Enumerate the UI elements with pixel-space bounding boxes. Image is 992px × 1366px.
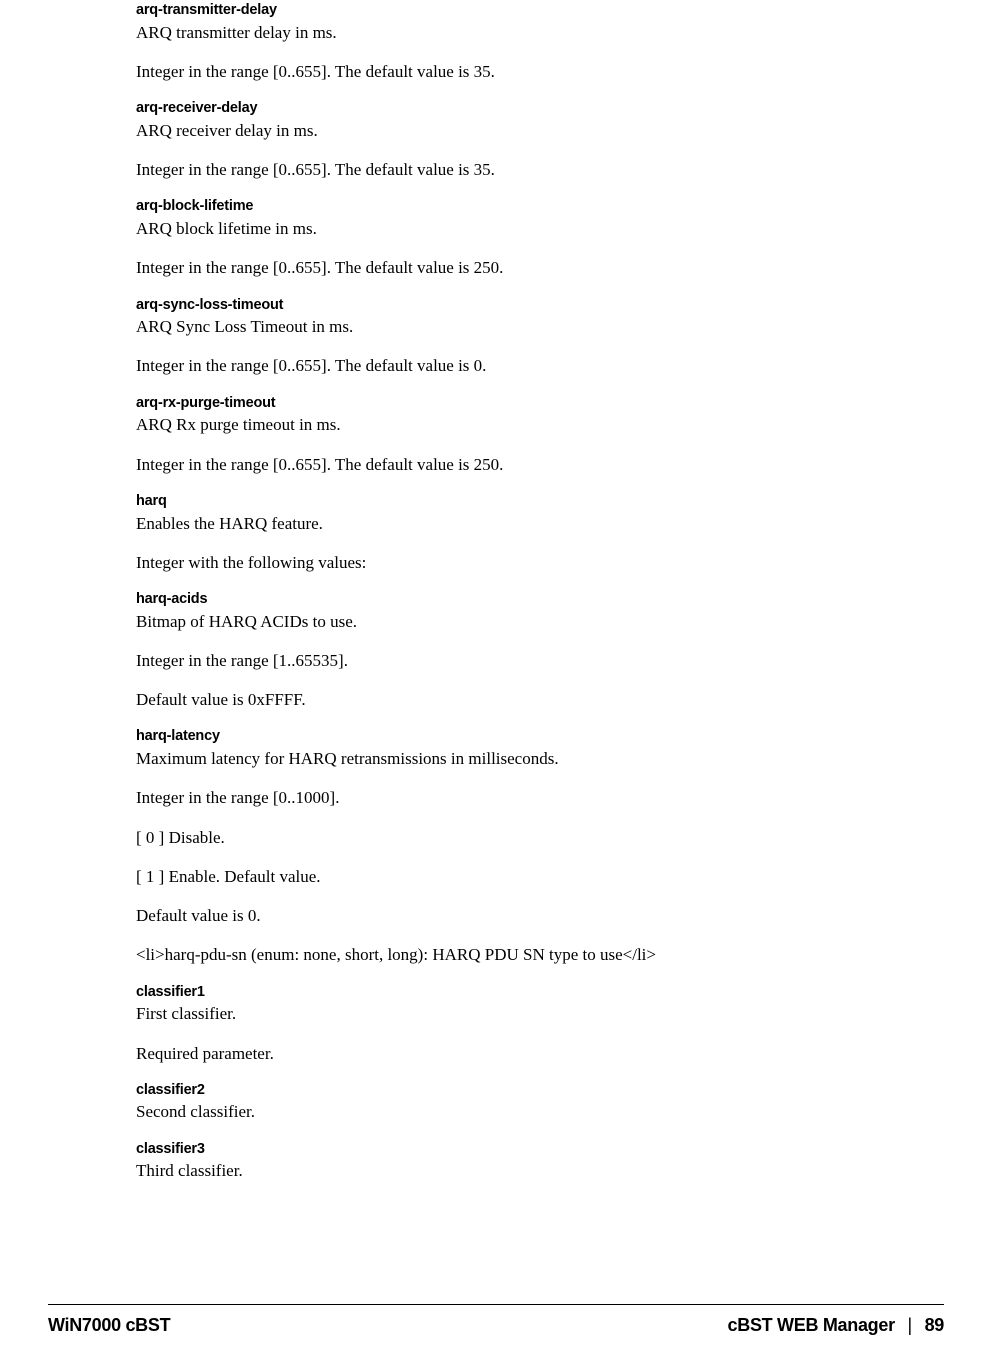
definition-description: Enables the HARQ feature. <box>136 513 892 534</box>
definition-description: ARQ receiver delay in ms. <box>136 120 892 141</box>
page-footer: WiN7000 cBST cBST WEB Manager | 89 <box>0 1304 992 1336</box>
definition-term: harq-acids <box>136 591 892 608</box>
footer-separator: | <box>907 1315 911 1335</box>
definition-term: classifier2 <box>136 1082 892 1099</box>
definition-term: classifier3 <box>136 1141 892 1158</box>
definition-description: Integer in the range [0..655]. The defau… <box>136 159 892 180</box>
definition-term: arq-block-lifetime <box>136 198 892 215</box>
definition-description: First classifier. <box>136 1003 892 1024</box>
definition-term: classifier1 <box>136 984 892 1001</box>
footer-product: WiN7000 cBST <box>48 1315 170 1336</box>
definition-description: Integer in the range [0..655]. The defau… <box>136 355 892 376</box>
footer-rule <box>48 1304 944 1305</box>
definition-description: Integer in the range [0..1000]. <box>136 787 892 808</box>
definition-description: ARQ Sync Loss Timeout in ms. <box>136 316 892 337</box>
definition-description: <li>harq-pdu-sn (enum: none, short, long… <box>136 944 892 965</box>
definition-description: Integer in the range [0..655]. The defau… <box>136 61 892 82</box>
definition-description: Maximum latency for HARQ retransmissions… <box>136 748 892 769</box>
footer-title: cBST WEB Manager <box>728 1315 895 1335</box>
definition-description: Third classifier. <box>136 1160 892 1181</box>
definition-description: Integer with the following values: <box>136 552 892 573</box>
definition-list: arq-transmitter-delay ARQ transmitter del… <box>0 0 992 1182</box>
definition-description: Required parameter. <box>136 1043 892 1064</box>
definition-description: [ 0 ] Disable. <box>136 827 892 848</box>
definition-description: Second classifier. <box>136 1101 892 1122</box>
definition-term: arq-sync-loss-timeout <box>136 297 892 314</box>
definition-description: Default value is 0. <box>136 905 892 926</box>
definition-description: [ 1 ] Enable. Default value. <box>136 866 892 887</box>
definition-term: harq-latency <box>136 728 892 745</box>
definition-term: arq-receiver-delay <box>136 100 892 117</box>
definition-description: Default value is 0xFFFF. <box>136 689 892 710</box>
footer-row: WiN7000 cBST cBST WEB Manager | 89 <box>48 1315 944 1336</box>
definition-description: Integer in the range [0..655]. The defau… <box>136 454 892 475</box>
definition-term: arq-transmitter-delay <box>136 2 892 19</box>
definition-description: Integer in the range [1..65535]. <box>136 650 892 671</box>
footer-section: cBST WEB Manager | 89 <box>728 1315 944 1336</box>
definition-description: ARQ transmitter delay in ms. <box>136 22 892 43</box>
definition-description: ARQ block lifetime in ms. <box>136 218 892 239</box>
definition-term: harq <box>136 493 892 510</box>
footer-page-number: 89 <box>925 1315 944 1335</box>
definition-description: Bitmap of HARQ ACIDs to use. <box>136 611 892 632</box>
definition-description: ARQ Rx purge timeout in ms. <box>136 414 892 435</box>
definition-description: Integer in the range [0..655]. The defau… <box>136 257 892 278</box>
definition-term: arq-rx-purge-timeout <box>136 395 892 412</box>
